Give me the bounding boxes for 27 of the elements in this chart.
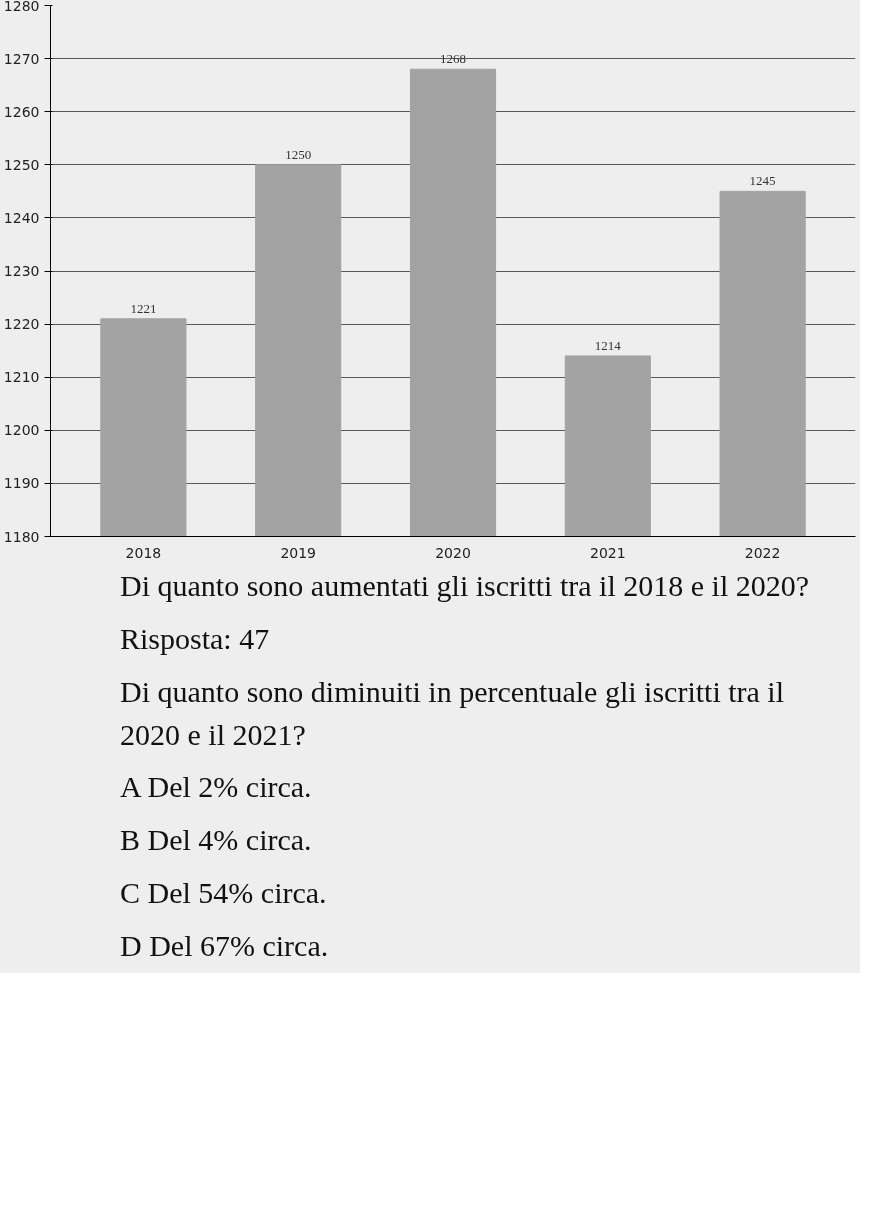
y-tick-label: 1230 xyxy=(3,263,40,279)
data-label: 1214 xyxy=(594,337,622,353)
text: C Del 54% circa. xyxy=(120,875,327,912)
text: A Del 2% circa. xyxy=(120,769,312,806)
data-label: 1221 xyxy=(130,300,157,316)
x-tick-label: 2019 xyxy=(280,544,317,561)
data-label: 1250 xyxy=(285,146,312,162)
x-tick-label: 2021 xyxy=(589,544,626,561)
text: Risposta: 47 xyxy=(120,620,270,657)
y-tick-label: 1270 xyxy=(3,50,40,67)
y-tick-label: 1250 xyxy=(3,156,40,173)
x-tick-label: 2020 xyxy=(435,544,471,561)
text: D Del 67% circa. xyxy=(120,927,329,964)
y-tick-label: 1220 xyxy=(3,316,40,333)
data-label: 1245 xyxy=(749,173,776,189)
y-tick-label: 1280 xyxy=(3,0,40,14)
text: Di quanto sono diminuiti in percentuale gli iscritti tra il 2020 e il 2021? xyxy=(120,673,786,753)
y-tick-label: 1180 xyxy=(3,528,40,545)
y-tick-label: 1200 xyxy=(3,422,40,439)
text: Di quanto sono aumentati gli iscritti tra il 2018 e il 2020? xyxy=(120,568,810,604)
y-tick-label: 1260 xyxy=(3,103,40,120)
x-tick-label: 2018 xyxy=(125,544,162,561)
y-tick-label: 1190 xyxy=(3,475,40,492)
y-tick-label: 1240 xyxy=(3,209,40,226)
text: B Del 4% circa. xyxy=(120,822,312,859)
y-tick-label: 1210 xyxy=(3,369,40,386)
x-tick-label: 2022 xyxy=(744,544,781,561)
